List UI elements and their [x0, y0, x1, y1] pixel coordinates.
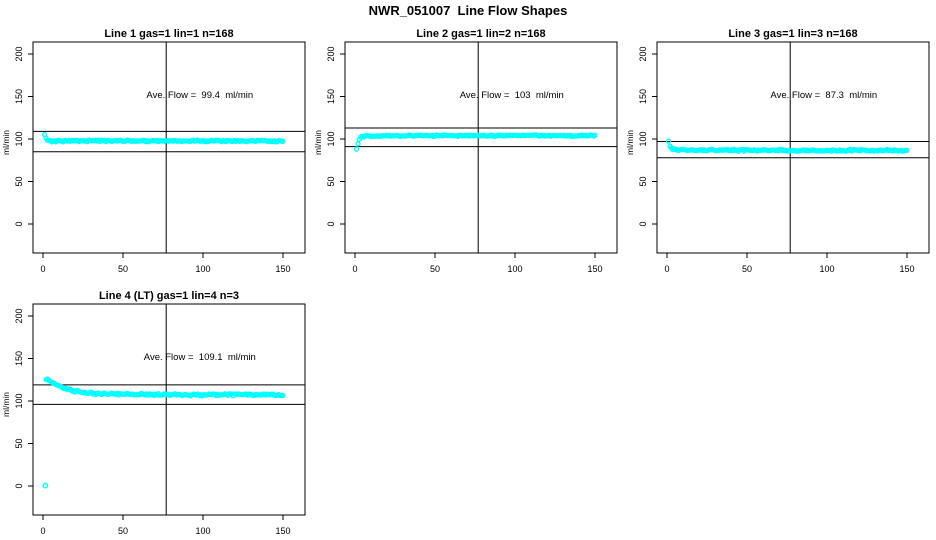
y-tick-label: 150 — [326, 89, 336, 104]
data-point — [355, 141, 361, 147]
y-tick-label: 150 — [14, 351, 24, 366]
y-tick-label: 200 — [14, 46, 24, 61]
panels-group: Line 1 gas=1 lin=1 n=168 0 50 100 150 0 50 100 1… — [1, 28, 930, 536]
data-point — [280, 392, 286, 399]
panel-title: Line 2 gas=1 lin=2 n=168 — [416, 28, 545, 40]
data-points — [42, 376, 286, 489]
y-tick-label: 0 — [638, 221, 648, 226]
y-axis-label: ml/min — [625, 130, 635, 155]
x-tick-label: 50 — [118, 264, 128, 274]
data-points — [665, 138, 910, 154]
y-tick-label: 150 — [638, 89, 648, 104]
y-tick-label: 200 — [14, 308, 24, 323]
x-tick-label: 50 — [742, 264, 752, 274]
ave-flow-annotation: Ave. Flow = 99.4 ml/min — [146, 90, 253, 101]
figure-title: NWR_051007 Line Flow Shapes — [369, 3, 568, 18]
panel-border — [344, 41, 618, 254]
panel-title: Line 1 gas=1 lin=1 n=168 — [104, 28, 233, 40]
y-tick-label: 100 — [14, 131, 24, 146]
panel-border — [32, 303, 306, 516]
x-tick-label: 0 — [40, 264, 45, 274]
x-tick-label: 150 — [899, 264, 914, 274]
x-tick-label: 50 — [430, 264, 440, 274]
panel-line-4: Line 4 (LT) gas=1 lin=4 n=3 0 50 100 150 0 50 1… — [1, 290, 306, 536]
y-tick-label: 50 — [14, 438, 24, 448]
y-axis-label: ml/min — [313, 130, 323, 155]
y-axis-label: ml/min — [1, 130, 11, 155]
ave-flow-annotation: Ave. Flow = 109.1 ml/min — [144, 352, 256, 363]
ave-flow-annotation: Ave. Flow = 87.3 ml/min — [770, 90, 877, 101]
ave-flow-annotation: Ave. Flow = 103 ml/min — [460, 90, 564, 101]
x-tick-label: 50 — [118, 526, 128, 536]
data-point — [904, 147, 910, 153]
y-tick-label: 150 — [14, 89, 24, 104]
x-tick-label: 100 — [507, 264, 522, 274]
x-tick-label: 0 — [40, 526, 45, 536]
y-tick-label: 0 — [14, 483, 24, 488]
y-tick-label: 100 — [14, 393, 24, 408]
x-tick-label: 150 — [275, 526, 290, 536]
panel-title: Line 3 gas=1 lin=3 n=168 — [728, 28, 857, 40]
data-point — [592, 132, 598, 138]
y-tick-label: 50 — [14, 176, 24, 186]
panel-border — [32, 41, 306, 254]
data-point — [280, 138, 286, 144]
y-tick-label: 0 — [326, 221, 336, 226]
x-tick-label: 150 — [587, 264, 602, 274]
x-tick-label: 100 — [195, 264, 210, 274]
data-points — [41, 131, 286, 145]
y-tick-label: 100 — [638, 131, 648, 146]
y-tick-label: 0 — [14, 221, 24, 226]
x-tick-label: 100 — [195, 526, 210, 536]
y-tick-label: 200 — [326, 46, 336, 61]
data-point — [665, 138, 672, 144]
y-tick-label: 50 — [326, 176, 336, 186]
panel-border — [656, 41, 930, 254]
data-points — [353, 132, 598, 152]
x-tick-label: 0 — [352, 264, 357, 274]
y-axis-label: ml/min — [1, 392, 11, 417]
y-tick-label: 100 — [326, 131, 336, 146]
x-tick-label: 150 — [275, 264, 290, 274]
x-tick-label: 0 — [664, 264, 669, 274]
outlier-point — [42, 482, 49, 489]
y-tick-label: 200 — [638, 46, 648, 61]
y-tick-label: 50 — [638, 176, 648, 186]
panel-line-3: Line 3 gas=1 lin=3 n=168 0 50 100 150 0 50 100 1… — [625, 28, 930, 274]
panel-line-2: Line 2 gas=1 lin=2 n=168 0 50 100 150 0 50 100 1… — [313, 28, 618, 274]
data-point — [353, 146, 360, 152]
panel-line-1: Line 1 gas=1 lin=1 n=168 0 50 100 150 0 50 100 1… — [1, 28, 306, 274]
panel-title: Line 4 (LT) gas=1 lin=4 n=3 — [99, 290, 239, 302]
x-tick-label: 100 — [819, 264, 834, 274]
